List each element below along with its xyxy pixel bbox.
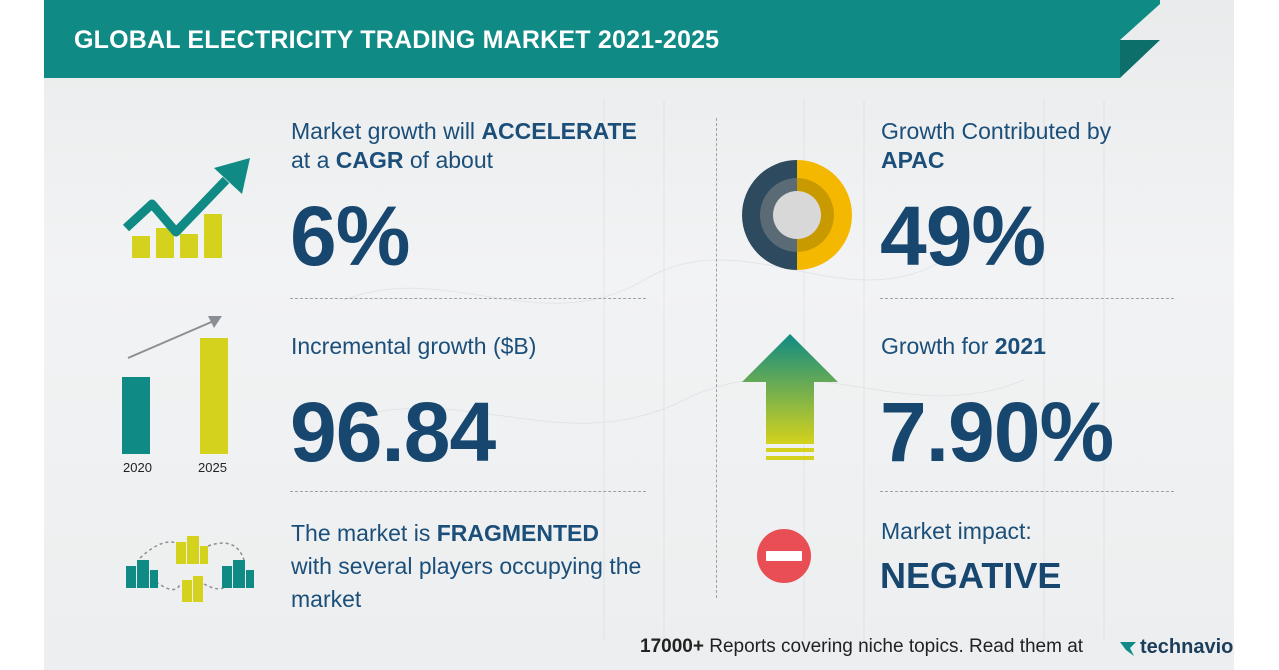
donut-icon <box>742 160 852 270</box>
impact-label: Market impact: <box>881 518 1032 544</box>
apac-value: 49% <box>880 189 1046 283</box>
cagr-value: 6% <box>290 189 410 283</box>
technavio-link[interactable]: technavio <box>1140 636 1234 658</box>
title-banner <box>44 0 1120 78</box>
buildings-icon <box>126 536 254 602</box>
technavio-logo-icon <box>1120 642 1136 656</box>
vertical-divider <box>716 118 717 598</box>
divider <box>880 298 1174 299</box>
divider <box>880 491 1174 492</box>
footer-text: 17000+ Reports covering niche topics. Re… <box>640 636 1084 657</box>
incremental-label: Incremental growth ($B) <box>291 333 537 359</box>
year-label-2020: 2020 <box>123 460 152 475</box>
year-label-2025: 2025 <box>198 460 227 475</box>
growth-chart-icon <box>122 158 250 258</box>
fragmented-label: The market is FRAGMENTED with several pl… <box>291 520 642 612</box>
bar-2020 <box>122 377 150 454</box>
cagr-label: Market growth will ACCELERATE at a CAGR … <box>291 118 637 173</box>
divider <box>290 491 646 492</box>
page-title: GLOBAL ELECTRICITY TRADING MARKET 2021-2… <box>74 26 720 54</box>
infographic-canvas: GLOBAL ELECTRICITY TRADING MARKET 2021-2… <box>44 0 1234 670</box>
growth2021-label: Growth for 2021 <box>881 333 1046 359</box>
apac-label: Growth Contributed by APAC <box>881 118 1112 173</box>
incremental-value: 96.84 <box>290 385 496 479</box>
up-arrow-icon <box>742 334 838 460</box>
bar-growth-icon <box>122 316 228 454</box>
growth2021-value: 7.90% <box>880 385 1114 479</box>
minus-circle-icon <box>757 529 811 583</box>
divider <box>290 298 646 299</box>
impact-value: NEGATIVE <box>880 555 1062 596</box>
bar-2025 <box>200 338 228 454</box>
